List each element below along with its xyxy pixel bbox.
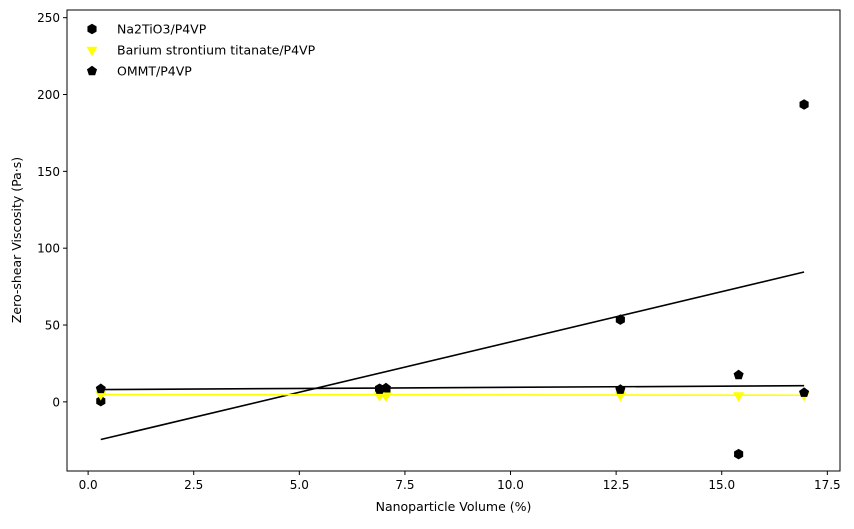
x-tick-label: 12.5 xyxy=(603,478,630,492)
data-point-series-3 xyxy=(799,387,810,397)
y-tick-label: 200 xyxy=(37,88,60,102)
axes: 0.0 2.5 5.0 7.5 10.0 12.5 15.0 17.5 0 50 100 150 200… xyxy=(37,9,841,492)
fit-lines xyxy=(100,271,805,441)
y-tick-label: 250 xyxy=(37,11,60,25)
y-tick-label: 100 xyxy=(37,242,60,256)
data-point-series-1 xyxy=(799,99,809,110)
x-tick-label: 7.5 xyxy=(395,478,414,492)
data-points xyxy=(95,99,810,460)
data-point-series-1 xyxy=(734,448,744,460)
plot-frame xyxy=(66,9,841,472)
x-tick-label: 2.5 xyxy=(184,478,203,492)
data-point-series-2 xyxy=(380,392,392,403)
fit-line-3 xyxy=(100,384,805,391)
x-tick-label: 10.0 xyxy=(497,478,524,492)
x-tick-label: 17.5 xyxy=(814,478,841,492)
legend-label-1: Na2TiO3/P4VP xyxy=(117,22,207,37)
data-point-series-1 xyxy=(615,314,625,325)
legend-label-2: Barium strontium titanate/P4VP xyxy=(117,43,316,58)
legend-label-3: OMMT/P4VP xyxy=(117,64,192,79)
data-point-series-3 xyxy=(733,369,744,380)
data-point-series-3 xyxy=(95,383,106,394)
fit-line-2 xyxy=(100,393,805,397)
y-tick-label: 50 xyxy=(45,319,60,333)
fit-line-1 xyxy=(100,271,805,441)
y-tick-label: 0 xyxy=(52,395,60,409)
y-tick-label: 150 xyxy=(37,165,60,179)
x-tick-label: 5.0 xyxy=(290,478,309,492)
x-tick-label: 15.0 xyxy=(708,478,735,492)
data-point-series-3 xyxy=(615,384,626,394)
legend-marker-2 xyxy=(86,46,98,57)
data-point-series-2 xyxy=(733,392,745,402)
data-point-series-3 xyxy=(380,382,391,393)
legend-marker-3 xyxy=(86,65,98,76)
y-axis-label: Zero-shear Viscosity (Pa·s) xyxy=(9,157,24,323)
x-tick-label: 0.0 xyxy=(79,478,98,492)
legend: Na2TiO3/P4VP Barium strontium titanate/P4… xyxy=(86,22,316,79)
x-axis-label: Nanoparticle Volume (%) xyxy=(376,499,532,514)
data-point-series-1 xyxy=(96,395,106,407)
legend-marker-1 xyxy=(87,23,97,35)
